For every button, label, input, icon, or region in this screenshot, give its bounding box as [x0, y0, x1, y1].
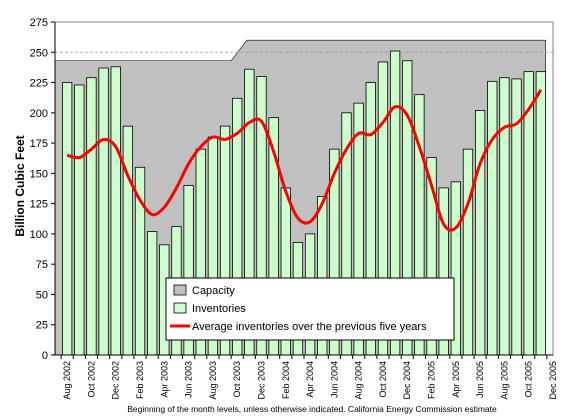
inventory-bar: [499, 77, 510, 356]
x-tick-label: Oct 2004: [378, 361, 388, 398]
x-tick-label: Aug 2003: [208, 361, 218, 400]
inventory-bar: [74, 84, 85, 356]
x-tick-label: Apr 2005: [451, 361, 461, 398]
inventory-bar: [474, 110, 486, 356]
x-tick-label: Feb 2005: [427, 361, 437, 399]
y-tick-label: 125: [30, 199, 48, 211]
x-tick-label: Oct 2005: [524, 361, 534, 398]
x-tick-label: Aug 2005: [499, 361, 509, 400]
y-tick-label: 25: [36, 320, 48, 332]
inventory-bar: [122, 125, 134, 356]
legend-label: Inventories: [192, 303, 246, 315]
x-tick-label: Dec 2002: [111, 361, 121, 400]
x-axis: Aug 2002 Oct 2002 Dec 2002 Feb 2003 Apr 2003…: [55, 354, 558, 400]
plot-area: [54, 21, 554, 356]
legend-swatch: [173, 302, 187, 314]
y-tick-label: 225: [30, 78, 48, 90]
y-tick-label: 150: [30, 168, 48, 180]
chart-footnote: Beginning of the month levels, unless ot…: [127, 404, 497, 414]
x-tick-label: Dec 2005: [548, 361, 558, 400]
average-inventories-line: [66, 89, 543, 232]
x-tick-label: Jun 2004: [329, 361, 339, 398]
y-tick-label: 75: [36, 259, 48, 271]
x-tick-label: Dec 2004: [402, 361, 412, 400]
y-axis: 0 25 50 75 100 125 150 175 200 225 250 275: [30, 17, 56, 362]
inventory-bar: [147, 231, 158, 356]
x-tick-label: Aug 2004: [354, 361, 364, 400]
legend-label: Capacity: [192, 285, 235, 297]
legend-label: Average inventories over the previous fi…: [192, 321, 427, 333]
inventory-bar: [62, 82, 73, 356]
x-tick-label: Jun 2005: [475, 361, 485, 398]
x-tick-label: Feb 2003: [135, 361, 145, 399]
x-tick-label: Dec 2003: [256, 361, 266, 400]
legend-swatch: [173, 284, 187, 296]
y-axis-label: Billion Cubic Feet: [13, 135, 27, 236]
x-tick-label: Feb 2004: [281, 361, 291, 399]
chart-legend: Capacity Inventories Average inventories o…: [165, 277, 455, 341]
inventory-bar: [86, 77, 97, 356]
y-tick-label: 100: [30, 229, 48, 241]
x-tick-label: Apr 2004: [305, 361, 315, 398]
y-tick-label: 200: [30, 108, 48, 120]
inventory-bar: [535, 71, 546, 356]
inventory-bar: [98, 67, 109, 356]
y-tick-label: 275: [30, 17, 48, 29]
inventory-bar: [487, 80, 498, 356]
inventory-bar: [110, 66, 121, 356]
x-tick-label: Oct 2003: [232, 361, 242, 398]
inventory-bar: [462, 148, 474, 356]
legend-box: [165, 277, 455, 341]
x-tick-label: Oct 2002: [86, 361, 96, 398]
x-tick-label: Aug 2002: [62, 361, 72, 400]
y-tick-label: 175: [30, 138, 48, 150]
x-tick-label: Apr 2003: [159, 361, 169, 398]
y-tick-label: 50: [36, 289, 48, 301]
y-tick-label: 250: [30, 47, 48, 59]
x-tick-label: Jun 2003: [184, 361, 194, 398]
y-tick-label: 0: [42, 350, 48, 362]
